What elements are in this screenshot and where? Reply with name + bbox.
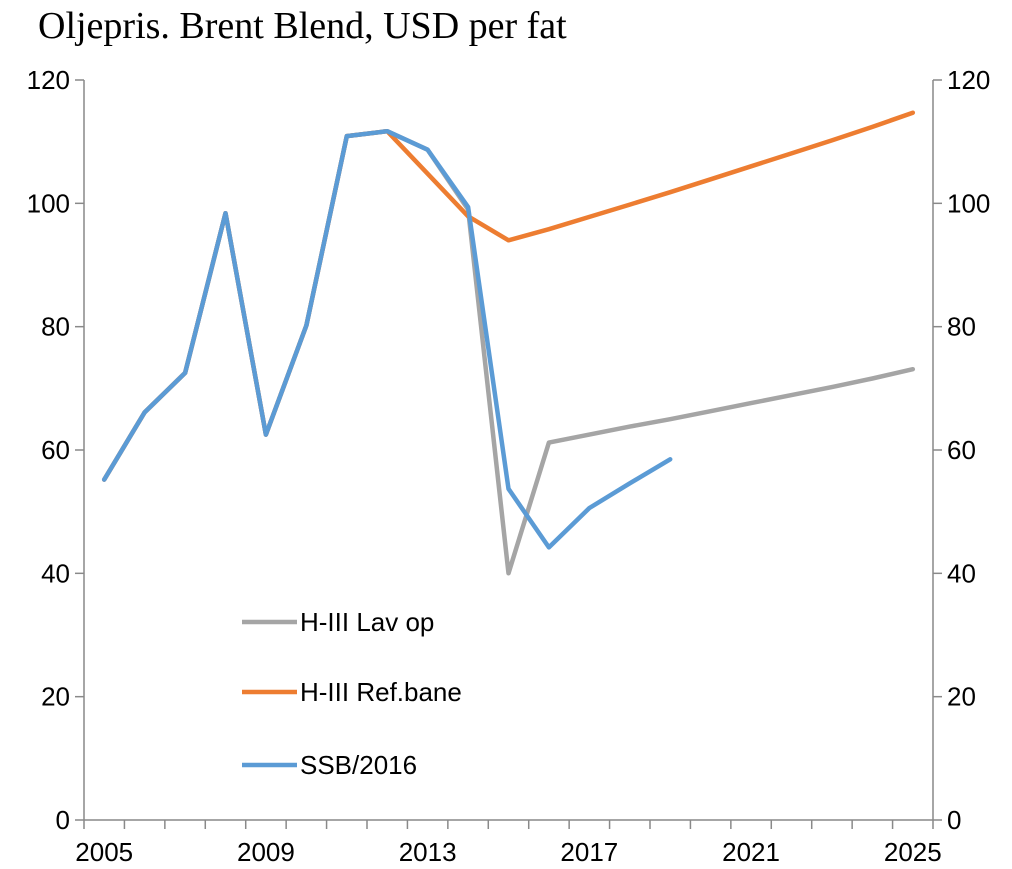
chart-axes: 0 0 20 20 40 40 60 60 80 80 100 100 120 120 2005 2009 20…	[27, 65, 991, 867]
y-tick-label-right: 0	[947, 805, 961, 835]
y-tick-label-left: 100	[27, 188, 70, 218]
series-layer	[101, 110, 916, 576]
chart-title: Oljepris. Brent Blend, USD per fat	[38, 5, 567, 47]
series-line-h-iii-ref-bane	[101, 110, 916, 482]
chart-legend: H-III Lav op H-III Ref.bane SSB/2016	[242, 607, 462, 780]
series-line-h-iii-lav-op	[101, 128, 916, 576]
x-tick-label: 2005	[75, 837, 133, 867]
y-tick-label-left: 40	[41, 558, 70, 588]
y-tick-label-left: 0	[56, 805, 70, 835]
legend-label: H-III Ref.bane	[300, 677, 462, 707]
legend-label: SSB/2016	[300, 750, 417, 780]
y-tick-label-right: 100	[947, 188, 990, 218]
y-tick-label-right: 120	[947, 65, 990, 95]
x-tick-label: 2009	[237, 837, 295, 867]
y-tick-label-left: 20	[41, 682, 70, 712]
series-line-ssb-2016	[101, 128, 673, 550]
y-tick-label-right: 20	[947, 682, 976, 712]
legend-label: H-III Lav op	[300, 607, 434, 637]
y-tick-label-left: 120	[27, 65, 70, 95]
y-tick-label-right: 80	[947, 312, 976, 342]
y-tick-label-right: 60	[947, 435, 976, 465]
x-tick-label: 2013	[399, 837, 457, 867]
x-tick-label: 2025	[884, 837, 942, 867]
x-tick-label: 2017	[560, 837, 618, 867]
y-tick-label-left: 60	[41, 435, 70, 465]
y-tick-label-left: 80	[41, 312, 70, 342]
x-tick-label: 2021	[722, 837, 780, 867]
y-tick-label-right: 40	[947, 558, 976, 588]
